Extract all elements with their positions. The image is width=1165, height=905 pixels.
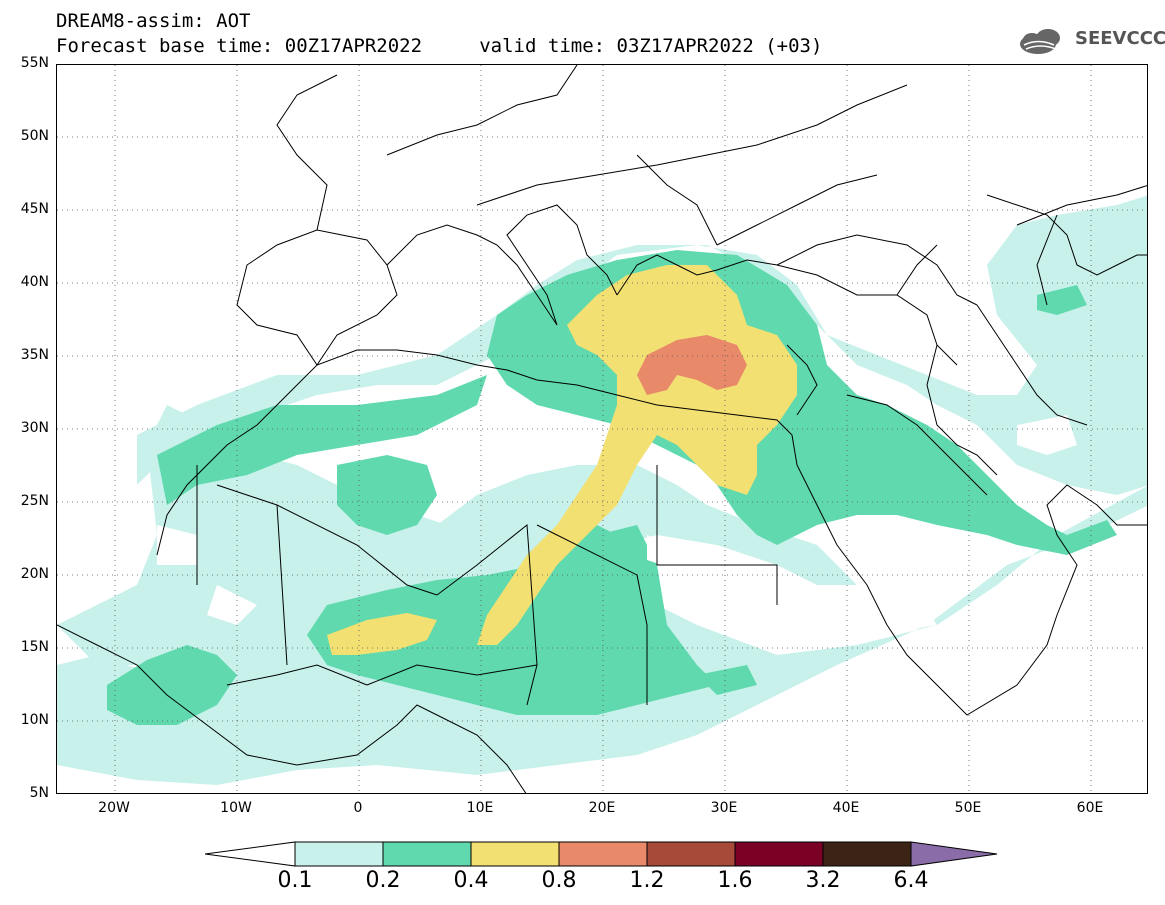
- lat-label-20n: 20N: [20, 566, 49, 582]
- colorbar-label-0.2: 0.2: [365, 868, 401, 893]
- colorbar-label-0.1: 0.1: [277, 868, 313, 893]
- lon-label-20e: 20E: [588, 800, 616, 816]
- lon-label-10w: 10W: [220, 800, 252, 816]
- lat-label-50n: 50N: [20, 128, 49, 144]
- colorbar-arrow-low: [205, 841, 296, 867]
- lon-label-10e: 10E: [466, 800, 494, 816]
- lat-label-35n: 35N: [20, 347, 49, 363]
- lon-label-20w: 20W: [98, 800, 130, 816]
- colorbar-bin-1.2-1.6: [646, 841, 736, 867]
- lat-label-25n: 25N: [20, 493, 49, 509]
- lon-label-60e: 60E: [1076, 800, 1104, 816]
- colorbar-label-0.8: 0.8: [541, 868, 577, 893]
- colorbar-bin-0.8-1.2: [558, 841, 648, 867]
- lat-label-55n: 55N: [20, 55, 49, 71]
- logo-text: SEEVCCC: [1075, 28, 1165, 49]
- lat-label-40n: 40N: [20, 274, 49, 290]
- cloud-icon: [1020, 29, 1060, 54]
- colorbar-bin-0.2-0.4: [382, 841, 472, 867]
- lat-label-45n: 45N: [20, 201, 49, 217]
- colorbar-label-0.4: 0.4: [453, 868, 489, 893]
- forecast-time-line: Forecast base time: 00Z17APR2022 valid t…: [56, 35, 823, 57]
- lon-label-50e: 50E: [954, 800, 982, 816]
- map-gridlines: [57, 65, 1147, 793]
- map-canvas: [57, 65, 1147, 793]
- aot-field-below-0.1: [157, 415, 1077, 635]
- aot-map: [56, 64, 1148, 794]
- colorbar-bin-3.2-6.4: [822, 841, 912, 867]
- colorbar-bin-0.4-0.8: [470, 841, 560, 867]
- lat-label-10n: 10N: [20, 712, 49, 728]
- lon-label-40e: 40E: [832, 800, 860, 816]
- lat-label-5n: 5N: [29, 785, 49, 801]
- aot-field-0.8-1.2: [637, 335, 747, 395]
- colorbar: [205, 841, 998, 867]
- colorbar-bin-0.1-0.2: [294, 841, 384, 867]
- lon-label-30e: 30E: [710, 800, 738, 816]
- coastlines-borders: [57, 65, 1147, 793]
- colorbar-label-6.4: 6.4: [893, 868, 929, 893]
- lat-label-30n: 30N: [20, 420, 49, 436]
- lat-label-15n: 15N: [20, 639, 49, 655]
- colorbar-label-3.2: 3.2: [805, 868, 841, 893]
- seevccc-logo: [1020, 29, 1060, 54]
- colorbar-bin-1.6-3.2: [734, 841, 824, 867]
- colorbar-arrow-high: [910, 841, 998, 867]
- colorbar-label-1.2: 1.2: [629, 868, 665, 893]
- lon-label-0: 0: [353, 800, 363, 816]
- colorbar-label-1.6: 1.6: [717, 868, 753, 893]
- map-title: DREAM8-assim: AOT: [56, 10, 251, 32]
